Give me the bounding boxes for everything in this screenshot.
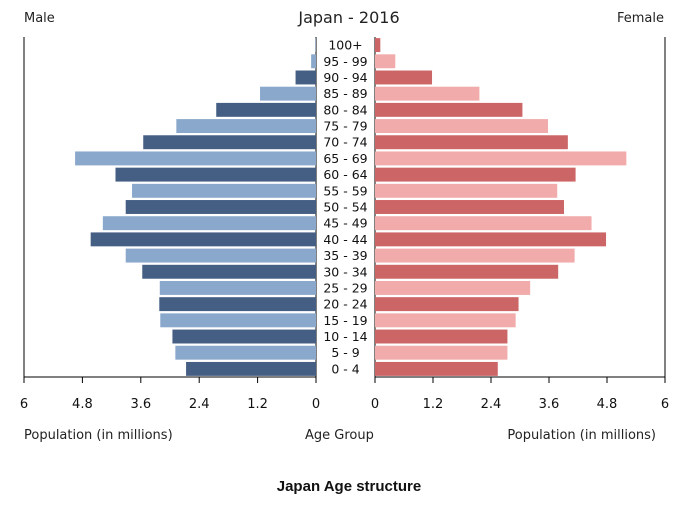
male-tick-label: 1.2: [247, 397, 268, 412]
male-bar: [260, 86, 316, 101]
female-tick-label: 6: [661, 397, 669, 412]
age-group-label: 10 - 14: [323, 329, 367, 344]
chart-caption: Japan Age structure: [276, 478, 422, 495]
male-bar: [159, 280, 316, 295]
age-group-label: 15 - 19: [323, 313, 367, 328]
x-axis-label-male: Population (in millions): [24, 428, 173, 443]
age-group-label: 60 - 64: [323, 167, 367, 182]
female-bar: [375, 297, 519, 312]
male-bar: [125, 248, 316, 263]
male-bar: [115, 167, 316, 182]
female-bar: [375, 200, 564, 214]
male-bar: [311, 54, 316, 69]
age-group-label: 70 - 74: [323, 135, 367, 150]
age-group-label: 25 - 29: [323, 280, 367, 295]
age-group-label: 30 - 34: [323, 264, 367, 279]
female-bar: [375, 119, 549, 134]
female-bar: [375, 361, 498, 376]
female-bar: [375, 151, 627, 166]
age-group-label: 75 - 79: [323, 119, 367, 134]
male-bar: [125, 200, 316, 214]
female-bar: [375, 167, 576, 182]
age-group-label: 85 - 89: [323, 86, 367, 101]
male-bar: [160, 313, 316, 328]
age-group-label: 100+: [328, 38, 362, 53]
female-bar: [375, 70, 433, 85]
age-group-axis-label: Age Group: [305, 428, 374, 443]
female-bar: [375, 135, 568, 150]
female-bar: [375, 38, 381, 53]
age-group-label: 95 - 99: [323, 54, 367, 69]
female-bar: [375, 248, 575, 263]
female-bar: [375, 102, 523, 117]
female-bar: [375, 313, 516, 328]
male-bar: [132, 183, 316, 198]
male-bar: [90, 232, 316, 247]
female-tick-label: 3.6: [539, 397, 560, 412]
male-bar: [75, 151, 316, 166]
male-bar: [159, 297, 316, 312]
female-bar: [375, 54, 396, 69]
age-group-label: 40 - 44: [323, 232, 367, 247]
female-bar: [375, 216, 592, 231]
chart-title: Japan - 2016: [298, 8, 400, 27]
male-bar: [102, 216, 316, 231]
male-bar: [175, 345, 316, 360]
male-bar: [142, 264, 316, 279]
male-bar: [295, 70, 316, 85]
age-group-label: 35 - 39: [323, 248, 367, 263]
male-bar: [216, 102, 316, 117]
male-bar: [172, 329, 316, 344]
male-label: Male: [24, 11, 55, 26]
female-bar: [375, 232, 607, 247]
age-group-label: 50 - 54: [323, 200, 367, 215]
age-group-label: 90 - 94: [323, 70, 367, 85]
bar-series: [75, 38, 627, 376]
age-group-label: 0 - 4: [331, 361, 359, 376]
female-bar: [375, 329, 508, 344]
male-bar: [143, 135, 316, 150]
male-tick-label: 3.6: [130, 397, 151, 412]
age-group-label: 45 - 49: [323, 216, 367, 231]
male-bar: [176, 119, 316, 134]
female-bar: [375, 280, 531, 295]
male-tick-label: 2.4: [189, 397, 210, 412]
female-bar: [375, 264, 559, 279]
female-tick-label: 4.8: [597, 397, 618, 412]
axis-ticks: 6 4.8 3.6 2.4 1.2 0 0 1.2 2.4 3.6 4.8 6: [20, 377, 669, 412]
male-tick-label: 4.8: [72, 397, 93, 412]
female-tick-label: 0: [371, 397, 379, 412]
age-group-label: 20 - 24: [323, 297, 367, 312]
female-bar: [375, 183, 558, 198]
age-group-label: 80 - 84: [323, 102, 367, 117]
female-bar: [375, 345, 508, 360]
female-bar: [375, 86, 480, 101]
female-label: Female: [616, 11, 664, 26]
male-tick-label: 6: [20, 397, 28, 412]
age-group-label: 5 - 9: [331, 345, 359, 360]
age-group-label: 65 - 69: [323, 151, 367, 166]
x-axis-label-female: Population (in millions): [507, 428, 656, 443]
male-bar: [186, 361, 316, 376]
female-tick-label: 1.2: [423, 397, 444, 412]
male-tick-label: 0: [312, 397, 320, 412]
age-group-label: 55 - 59: [323, 183, 367, 198]
female-tick-label: 2.4: [481, 397, 502, 412]
